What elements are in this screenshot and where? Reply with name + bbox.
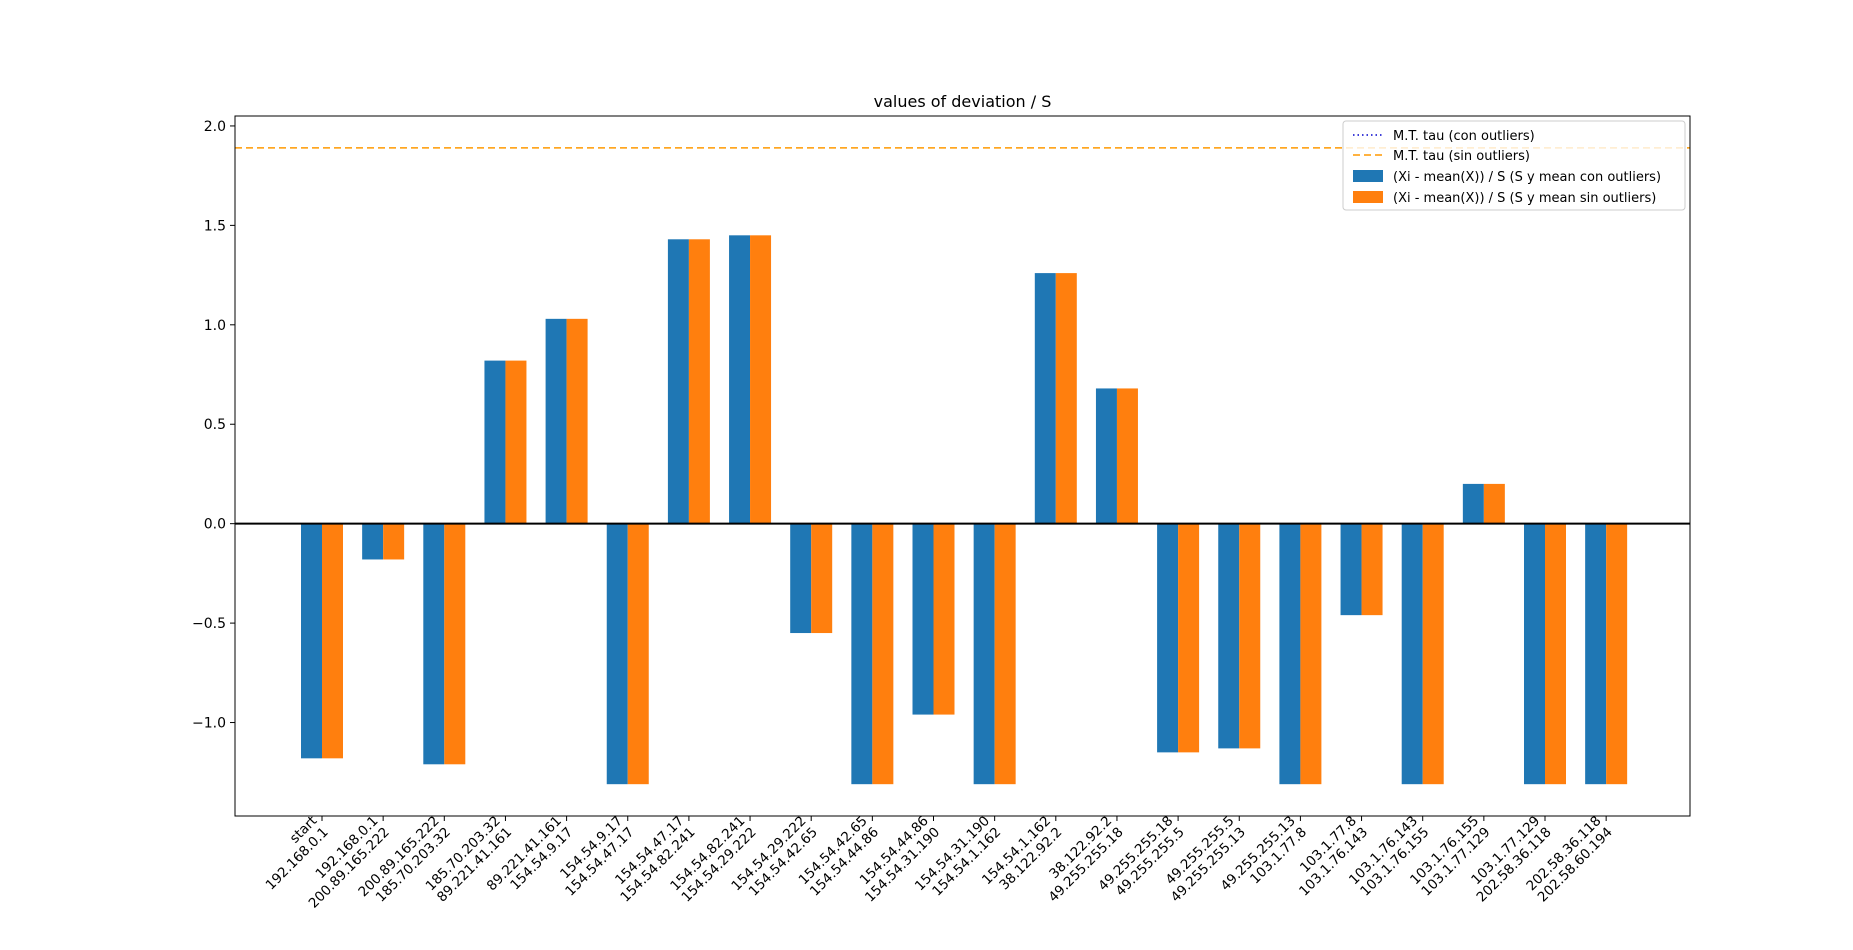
bar-con-21 bbox=[1585, 523, 1607, 785]
bar-sin-21 bbox=[1606, 523, 1628, 785]
legend-label-series-1: (Xi - mean(X)) / S (S y mean sin outlier… bbox=[1393, 191, 1656, 206]
chart-title: values of deviation / S bbox=[874, 92, 1052, 111]
bar-sin-5 bbox=[627, 523, 649, 785]
bar-sin-8 bbox=[811, 523, 833, 634]
legend-label-1: M.T. tau (sin outliers) bbox=[1393, 149, 1530, 164]
y-tick-label-2: 0.0 bbox=[204, 517, 226, 533]
bar-sin-2 bbox=[444, 523, 466, 765]
legend-box bbox=[1342, 120, 1686, 211]
bar-sin-17 bbox=[1361, 523, 1383, 616]
y-tick-label-1: −0.5 bbox=[192, 616, 226, 632]
bar-con-19 bbox=[1462, 483, 1484, 524]
bar-sin-1 bbox=[383, 523, 405, 560]
bar-sin-19 bbox=[1483, 483, 1505, 524]
bar-con-10 bbox=[912, 523, 934, 715]
bar-sin-16 bbox=[1300, 523, 1322, 785]
bar-con-1 bbox=[362, 523, 384, 560]
bar-con-20 bbox=[1524, 523, 1545, 785]
y-tick-label-5: 1.5 bbox=[204, 218, 226, 234]
bar-con-6 bbox=[667, 239, 689, 524]
bar-con-4 bbox=[545, 318, 567, 524]
legend-handle-bar-0 bbox=[1353, 170, 1383, 182]
bar-sin-13 bbox=[1116, 388, 1138, 524]
bar-sin-11 bbox=[994, 523, 1016, 785]
bar-sin-15 bbox=[1239, 523, 1261, 749]
y-tick-label-0: −1.0 bbox=[192, 716, 226, 732]
y-tick-label-6: 2.0 bbox=[204, 119, 226, 135]
bar-con-3 bbox=[484, 360, 506, 524]
plot-area: −1.0−0.50.00.51.01.52.0start192.168.0.11… bbox=[192, 115, 1691, 912]
bar-sin-3 bbox=[505, 360, 527, 524]
bar-sin-9 bbox=[872, 523, 894, 785]
bar-sin-0 bbox=[322, 523, 343, 759]
bar-sin-7 bbox=[750, 235, 772, 524]
bar-sin-6 bbox=[688, 239, 710, 524]
bar-con-15 bbox=[1218, 523, 1240, 749]
bar-con-0 bbox=[301, 523, 322, 759]
bar-con-16 bbox=[1279, 523, 1301, 785]
legend: M.T. tau (con outliers) M.T. tau (sin out… bbox=[1342, 120, 1686, 211]
bar-con-13 bbox=[1095, 388, 1117, 524]
bar-sin-20 bbox=[1545, 523, 1566, 785]
bar-con-11 bbox=[973, 523, 995, 785]
bar-sin-10 bbox=[933, 523, 955, 715]
bar-sin-14 bbox=[1178, 523, 1200, 753]
bar-con-8 bbox=[790, 523, 812, 634]
y-tick-label-4: 1.0 bbox=[204, 318, 226, 334]
bar-sin-4 bbox=[566, 318, 588, 524]
legend-label-series-0: (Xi - mean(X)) / S (S y mean con outlier… bbox=[1393, 170, 1661, 185]
y-tick-label-3: 0.5 bbox=[204, 417, 226, 433]
bar-con-5 bbox=[606, 523, 628, 785]
bar-con-17 bbox=[1340, 523, 1362, 616]
bar-con-18 bbox=[1401, 523, 1423, 785]
bar-con-14 bbox=[1157, 523, 1179, 753]
bar-con-9 bbox=[851, 523, 873, 785]
legend-label-0: M.T. tau (con outliers) bbox=[1393, 129, 1535, 144]
axes-frame bbox=[234, 115, 1691, 817]
bar-con-7 bbox=[729, 235, 751, 524]
legend-handle-bar-1 bbox=[1353, 191, 1383, 203]
bar-sin-18 bbox=[1422, 523, 1444, 785]
bar-con-12 bbox=[1034, 273, 1056, 524]
bar-con-2 bbox=[423, 523, 445, 765]
bar-sin-12 bbox=[1055, 273, 1077, 524]
